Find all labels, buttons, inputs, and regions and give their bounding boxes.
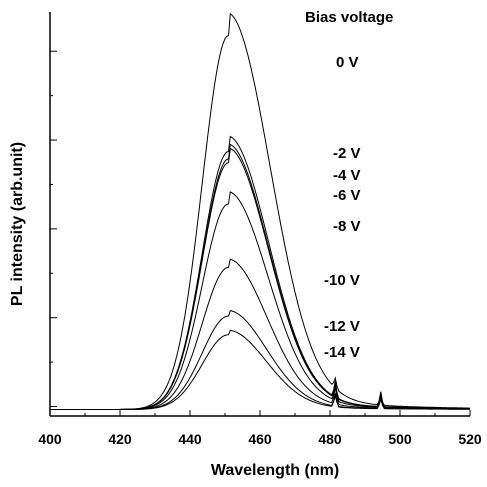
- series-line-0vv: [50, 12, 470, 410]
- series-line-2vv: [50, 135, 470, 410]
- series-label: -4 V: [333, 167, 361, 184]
- series-line-12vv: [50, 310, 471, 410]
- x-axis-title: Wavelength (nm): [211, 462, 339, 479]
- series-label: -8 V: [333, 218, 361, 235]
- x-tick-label: 400: [38, 431, 62, 447]
- axes: 400 420 440 460 480 500 520 Wavelength (nm) PL i…: [9, 12, 482, 479]
- series-label: -2 V: [333, 145, 361, 162]
- labels: Bias voltage 0 V -2 V -4 V -6 V -8 V -10 V -12 …: [305, 9, 393, 361]
- x-tick-label: 460: [248, 431, 272, 447]
- series-line-4vv: [50, 143, 471, 410]
- series-line-14vv: [50, 329, 470, 410]
- y-axis-title: PL intensity (arb.unit): [9, 142, 26, 306]
- x-tick-label: 440: [178, 431, 202, 447]
- legend-title: Bias voltage: [305, 9, 393, 26]
- series-line-10vv: [50, 258, 470, 410]
- series-label: 0 V: [336, 54, 359, 71]
- x-tick-label: 480: [318, 431, 342, 447]
- series-label: -14 V: [324, 344, 360, 361]
- x-tick-label: 500: [388, 431, 412, 447]
- x-tick-label: 520: [458, 431, 482, 447]
- series-line-6vv: [50, 147, 470, 410]
- series-label: -6 V: [333, 187, 361, 204]
- series-label: -12 V: [324, 318, 360, 335]
- x-tick-label: 420: [108, 431, 132, 447]
- series-label: -10 V: [324, 272, 360, 289]
- plot-area: [50, 12, 471, 410]
